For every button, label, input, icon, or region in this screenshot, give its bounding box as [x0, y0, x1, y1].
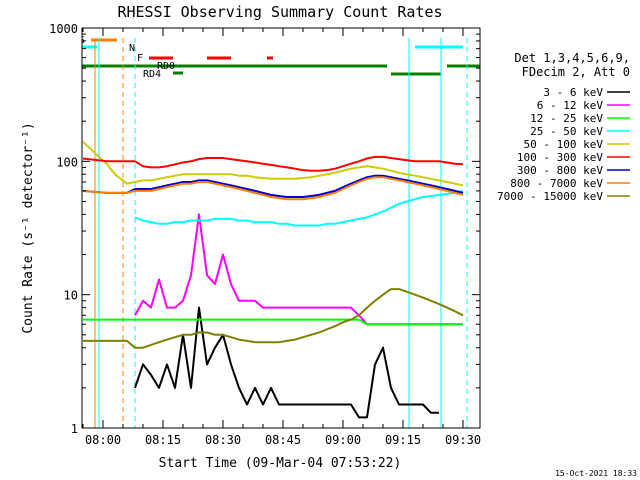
y-tick-label: 1000 — [49, 22, 78, 36]
x-axis: 08:00 08:15 08:30 08:45 09:00 09:15 09:30 — [82, 28, 481, 447]
legend-entry: 12 - 25 keV — [530, 112, 603, 125]
x-tick-label: 08:30 — [205, 433, 241, 447]
y-axis: 1 10 100 1000 — [49, 22, 480, 436]
series-line — [83, 288, 464, 349]
legend: Det 1,3,4,5,6,9,FDecim 2, Att 0 3 - 6 keV… — [497, 51, 630, 203]
annotation-label: RD4 — [143, 69, 161, 80]
series-line — [134, 189, 464, 227]
annotation-label: RD0 — [157, 61, 175, 72]
x-tick-label: 09:15 — [385, 433, 421, 447]
state-bars: SNFRD0RD4 — [82, 35, 480, 428]
chart-title: RHESSI Observing Summary Count Rates — [117, 3, 442, 21]
y-axis-label: Count Rate (s⁻¹ detector⁻¹) — [21, 122, 36, 333]
legend-entry: 100 - 300 keV — [517, 151, 603, 164]
y-tick-label: 10 — [64, 289, 78, 303]
x-tick-label: 08:00 — [85, 433, 121, 447]
legend-entry: 6 - 12 keV — [537, 99, 604, 112]
series-layer — [82, 141, 464, 419]
series-line — [82, 141, 464, 187]
y-tick-label: 100 — [56, 155, 78, 169]
legend-entry: 3 - 6 keV — [543, 86, 603, 99]
y-tick-label: 1 — [71, 422, 78, 436]
legend-entry: 800 - 7000 keV — [510, 177, 603, 190]
series-line — [82, 155, 464, 172]
x-tick-label: 09:00 — [325, 433, 361, 447]
footer-timestamp: 15-Oct-2021 18:33 — [555, 469, 637, 478]
x-tick-label: 09:30 — [445, 433, 481, 447]
series-line — [82, 174, 464, 198]
x-axis-label: Start Time (09-Mar-04 07:53:22) — [159, 456, 402, 471]
series-line — [82, 176, 464, 201]
annotation-label: N — [129, 43, 135, 54]
x-tick-label: 08:45 — [265, 433, 301, 447]
legend-entry: 300 - 800 keV — [517, 164, 603, 177]
legend-entry: 50 - 100 keV — [524, 138, 604, 151]
legend-entry: 25 - 50 keV — [530, 125, 603, 138]
x-tick-label: 08:15 — [145, 433, 181, 447]
series-line — [134, 306, 439, 419]
legend-header: FDecim 2, Att 0 — [522, 65, 630, 79]
legend-entry: 7000 - 15000 keV — [497, 190, 603, 203]
annotation-label: F — [137, 53, 143, 64]
plot-frame — [81, 27, 481, 429]
series-line — [83, 318, 463, 326]
legend-header: Det 1,3,4,5,6,9, — [514, 51, 630, 65]
